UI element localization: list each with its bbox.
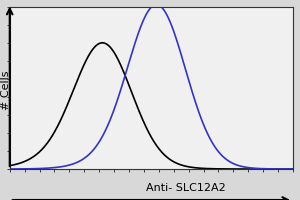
- Text: # Cells: # Cells: [1, 70, 11, 110]
- Text: Anti- SLC12A2: Anti- SLC12A2: [146, 183, 226, 193]
